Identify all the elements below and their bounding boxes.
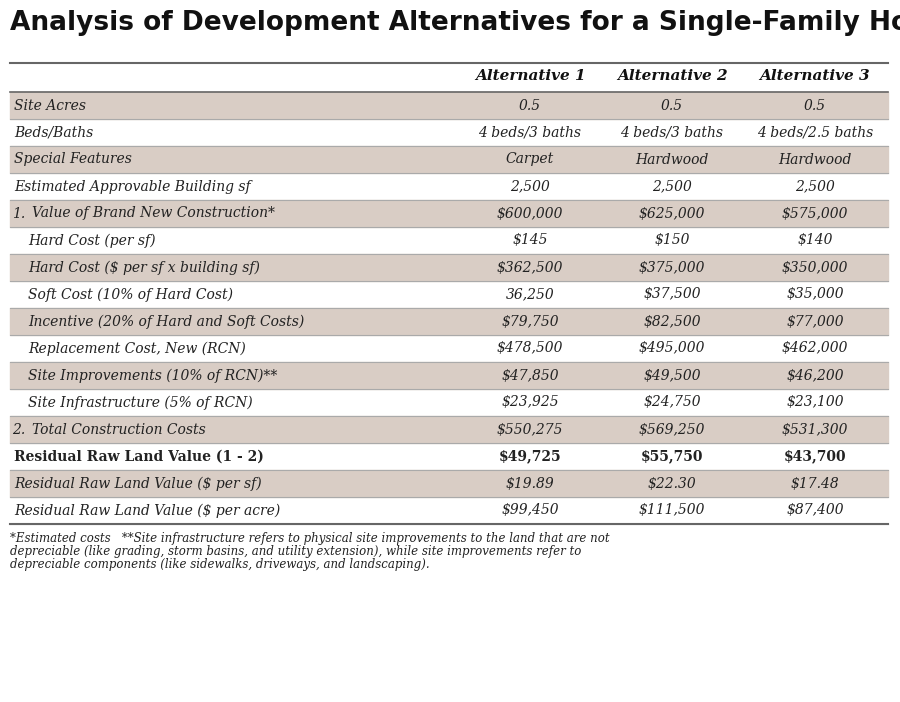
Text: Estimated Approvable Building sf: Estimated Approvable Building sf — [14, 180, 250, 194]
Bar — [10, 362, 888, 389]
Text: $462,000: $462,000 — [782, 341, 848, 355]
Text: Hard Cost ($ per sf x building sf): Hard Cost ($ per sf x building sf) — [28, 260, 260, 274]
Text: 4 beds/2.5 baths: 4 beds/2.5 baths — [757, 126, 873, 140]
Text: $49,725: $49,725 — [499, 449, 562, 463]
Text: $37,500: $37,500 — [644, 288, 701, 301]
Text: $111,500: $111,500 — [639, 503, 706, 517]
Text: 2.: 2. — [12, 423, 25, 437]
Text: $77,000: $77,000 — [787, 314, 844, 329]
Text: 4 beds/3 baths: 4 beds/3 baths — [620, 126, 724, 140]
Text: $82,500: $82,500 — [644, 314, 701, 329]
Text: $140: $140 — [797, 234, 832, 248]
Text: Soft Cost (10% of Hard Cost): Soft Cost (10% of Hard Cost) — [28, 287, 233, 302]
Text: $23,925: $23,925 — [501, 395, 559, 409]
Text: $47,850: $47,850 — [501, 369, 559, 383]
Text: $87,400: $87,400 — [787, 503, 844, 517]
Text: $531,300: $531,300 — [782, 423, 848, 437]
Text: 1.: 1. — [12, 206, 25, 220]
Text: $569,250: $569,250 — [639, 423, 706, 437]
Text: $495,000: $495,000 — [639, 341, 706, 355]
Text: $24,750: $24,750 — [644, 395, 701, 409]
Text: $625,000: $625,000 — [639, 206, 706, 220]
Text: Hardwood: Hardwood — [778, 152, 851, 166]
Text: 4 beds/3 baths: 4 beds/3 baths — [479, 126, 581, 140]
Text: *Estimated costs   **Site infrastructure refers to physical site improvements to: *Estimated costs **Site infrastructure r… — [10, 532, 609, 545]
Text: Hardwood: Hardwood — [635, 152, 708, 166]
Text: $362,500: $362,500 — [497, 260, 563, 274]
Text: $145: $145 — [512, 234, 548, 248]
Text: Alternative 2: Alternative 2 — [616, 69, 727, 84]
Text: $46,200: $46,200 — [787, 369, 844, 383]
Text: Carpet: Carpet — [506, 152, 554, 166]
Text: $150: $150 — [654, 234, 689, 248]
Text: Analysis of Development Alternatives for a Single-Family Home: Analysis of Development Alternatives for… — [10, 10, 900, 36]
Text: 36,250: 36,250 — [506, 288, 554, 301]
Text: 2,500: 2,500 — [510, 180, 550, 194]
Text: $23,100: $23,100 — [787, 395, 844, 409]
Text: Residual Raw Land Value (1 - 2): Residual Raw Land Value (1 - 2) — [14, 449, 264, 463]
Text: Total Construction Costs: Total Construction Costs — [32, 423, 206, 437]
Text: Site Acres: Site Acres — [14, 98, 86, 112]
Text: $17.48: $17.48 — [790, 477, 840, 491]
Text: $478,500: $478,500 — [497, 341, 563, 355]
Text: depreciable (like grading, storm basins, and utility extension), while site impr: depreciable (like grading, storm basins,… — [10, 545, 581, 558]
Bar — [10, 470, 888, 497]
Text: 2,500: 2,500 — [795, 180, 835, 194]
Bar — [10, 92, 888, 119]
Text: Value of Brand New Construction*: Value of Brand New Construction* — [32, 206, 275, 220]
Bar — [10, 254, 888, 281]
Text: Special Features: Special Features — [14, 152, 132, 166]
Text: $55,750: $55,750 — [641, 449, 703, 463]
Text: $550,275: $550,275 — [497, 423, 563, 437]
Bar — [10, 200, 888, 227]
Text: 0.5: 0.5 — [804, 98, 826, 112]
Text: $19.89: $19.89 — [506, 477, 554, 491]
Text: Alternative 3: Alternative 3 — [760, 69, 870, 84]
Text: Residual Raw Land Value ($ per sf): Residual Raw Land Value ($ per sf) — [14, 476, 262, 491]
Text: 0.5: 0.5 — [519, 98, 541, 112]
Text: Residual Raw Land Value ($ per acre): Residual Raw Land Value ($ per acre) — [14, 503, 280, 517]
Bar — [10, 308, 888, 335]
Text: $350,000: $350,000 — [782, 260, 848, 274]
Text: Replacement Cost, New (RCN): Replacement Cost, New (RCN) — [28, 341, 246, 356]
Text: Incentive (20% of Hard and Soft Costs): Incentive (20% of Hard and Soft Costs) — [28, 314, 304, 329]
Text: Hard Cost (per sf): Hard Cost (per sf) — [28, 233, 156, 248]
Bar — [10, 146, 888, 173]
Text: $575,000: $575,000 — [782, 206, 848, 220]
Text: Site Improvements (10% of RCN)**: Site Improvements (10% of RCN)** — [28, 369, 277, 383]
Text: 0.5: 0.5 — [661, 98, 683, 112]
Text: $43,700: $43,700 — [784, 449, 846, 463]
Text: $375,000: $375,000 — [639, 260, 706, 274]
Text: depreciable components (like sidewalks, driveways, and landscaping).: depreciable components (like sidewalks, … — [10, 558, 429, 571]
Text: Beds/Baths: Beds/Baths — [14, 126, 94, 140]
Text: Site Infrastructure (5% of RCN): Site Infrastructure (5% of RCN) — [28, 395, 253, 410]
Text: 2,500: 2,500 — [652, 180, 692, 194]
Text: $49,500: $49,500 — [644, 369, 701, 383]
Text: $600,000: $600,000 — [497, 206, 563, 220]
Bar — [10, 416, 888, 443]
Text: $35,000: $35,000 — [787, 288, 844, 301]
Text: $22.30: $22.30 — [648, 477, 697, 491]
Text: Alternative 1: Alternative 1 — [474, 69, 585, 84]
Text: $99,450: $99,450 — [501, 503, 559, 517]
Text: $79,750: $79,750 — [501, 314, 559, 329]
